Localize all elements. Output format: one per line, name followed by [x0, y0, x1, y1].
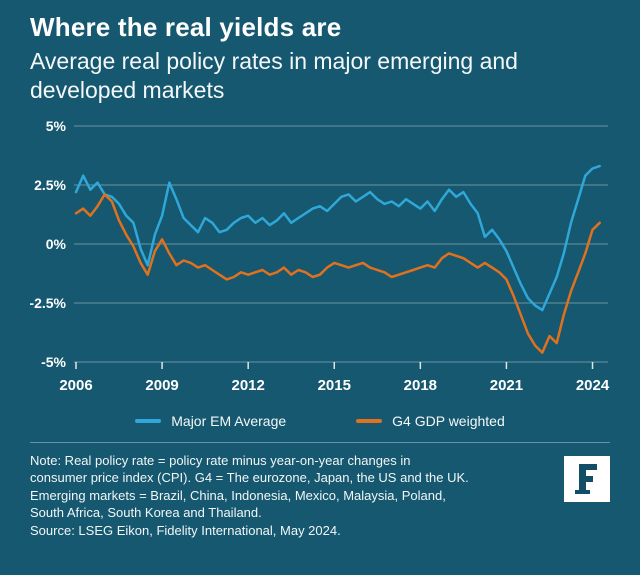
line-chart: 5% 2.5% 0% -2.5% -5% 2006 2009 2012 2015 2018 2021… [30, 118, 610, 394]
y-tick-label: -2.5% [30, 295, 67, 311]
x-tick-label: 2024 [576, 377, 610, 394]
fidelity-logo [564, 456, 610, 503]
chart-title: Where the real yields are [30, 12, 342, 42]
footnote-text: Note: Real policy rate = policy rate min… [30, 453, 469, 538]
legend-swatch-major-em-average [135, 419, 162, 424]
fidelity-f-icon [564, 456, 610, 503]
series-line-major-em-average [74, 164, 601, 312]
y-tick-label: 0% [46, 236, 67, 252]
y-tick-label: -5% [41, 354, 66, 370]
y-tick-label: 5% [46, 118, 67, 134]
x-tick-label: 2018 [404, 377, 437, 394]
x-tick-label: 2021 [490, 377, 523, 394]
x-tick-label: 2015 [318, 377, 351, 394]
x-tick-label: 2012 [231, 377, 264, 394]
legend-item-major-em-average: Major EM Average [135, 413, 286, 429]
x-tick-label: 2009 [145, 377, 178, 394]
legend-label-g4-gdp-weighted: G4 GDP weighted [392, 413, 505, 430]
chart-legend: Major EM Average G4 GDP weighted [30, 410, 610, 432]
chart-subtitle: Average real policy rates in major emerg… [30, 48, 518, 103]
legend-label-major-em-average: Major EM Average [171, 413, 287, 430]
legend-item-g4-gdp-weighted: G4 GDP weighted [356, 413, 505, 429]
series-line-g4-gdp-weighted [74, 193, 601, 354]
chart-footer: Note: Real policy rate = policy rate min… [30, 442, 610, 539]
legend-swatch-g4-gdp-weighted [356, 419, 383, 424]
chart-area: 5% 2.5% 0% -2.5% -5% 2006 2009 2012 2015 2018 2021… [30, 110, 610, 408]
x-tick-label: 2006 [59, 377, 92, 394]
y-tick-label: 2.5% [34, 177, 66, 193]
